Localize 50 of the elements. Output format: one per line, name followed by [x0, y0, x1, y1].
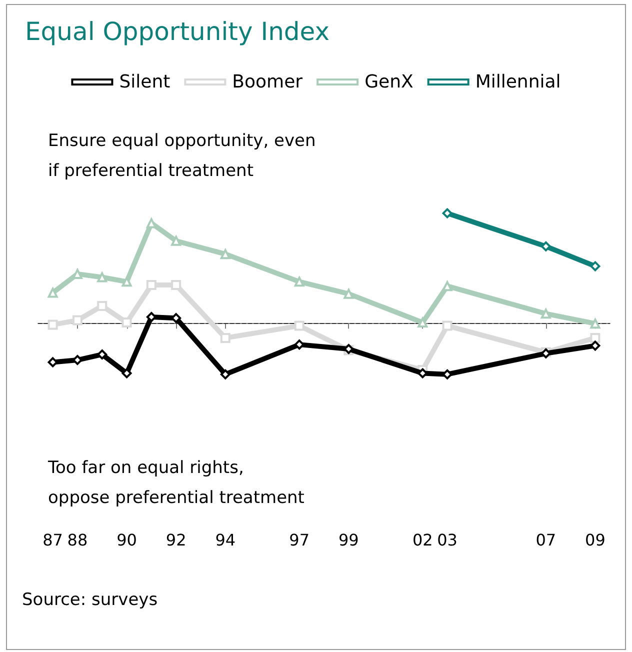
x-tick-label: 07 — [536, 530, 556, 550]
point — [146, 280, 156, 290]
point — [294, 340, 304, 350]
point — [590, 261, 600, 272]
x-tick-label: 94 — [215, 530, 236, 550]
point — [72, 315, 82, 326]
point — [442, 320, 452, 331]
point — [122, 368, 132, 378]
text: Ensure equal opportunity, even if preferential treatment — [48, 131, 316, 181]
point — [442, 281, 452, 292]
point — [418, 318, 428, 328]
x-tick-label: 87 — [42, 530, 63, 550]
x-tick-label: 97 — [289, 530, 310, 550]
point — [294, 276, 304, 287]
point — [97, 300, 108, 311]
source-note: Source: surveys — [22, 590, 158, 610]
text: Too far on equal rights, oppose preferential treatment — [47, 458, 305, 508]
point — [220, 249, 230, 260]
point — [220, 332, 230, 343]
x-tick-label: 09 — [585, 530, 606, 550]
x-tick-label: 88 — [67, 530, 88, 550]
x-tick-label: 03 — [437, 530, 458, 550]
legend-label: Millennial — [475, 72, 561, 92]
point — [48, 288, 58, 298]
point — [590, 340, 600, 351]
point — [97, 349, 108, 360]
point — [344, 288, 354, 299]
point — [540, 308, 551, 319]
chart-title: Equal Opportunity Index — [25, 17, 330, 46]
point — [171, 280, 182, 290]
point — [48, 320, 58, 330]
point — [48, 357, 58, 368]
legend-label: Silent — [119, 72, 170, 92]
point — [122, 276, 132, 287]
point — [146, 312, 156, 322]
legend-label: Boomer — [232, 72, 304, 92]
point — [220, 369, 230, 380]
x-tick-label: 99 — [338, 530, 359, 550]
x-tick-label: 92 — [166, 530, 186, 550]
x-tick-label: 90 — [116, 530, 137, 550]
point — [171, 236, 182, 246]
x-tick-label: 02 — [412, 530, 433, 550]
legend-label: GenX — [364, 72, 414, 92]
point — [442, 208, 452, 218]
point — [540, 241, 551, 252]
point — [590, 318, 600, 329]
point — [122, 318, 132, 328]
point — [97, 272, 108, 282]
point — [590, 332, 600, 343]
point — [294, 320, 304, 331]
